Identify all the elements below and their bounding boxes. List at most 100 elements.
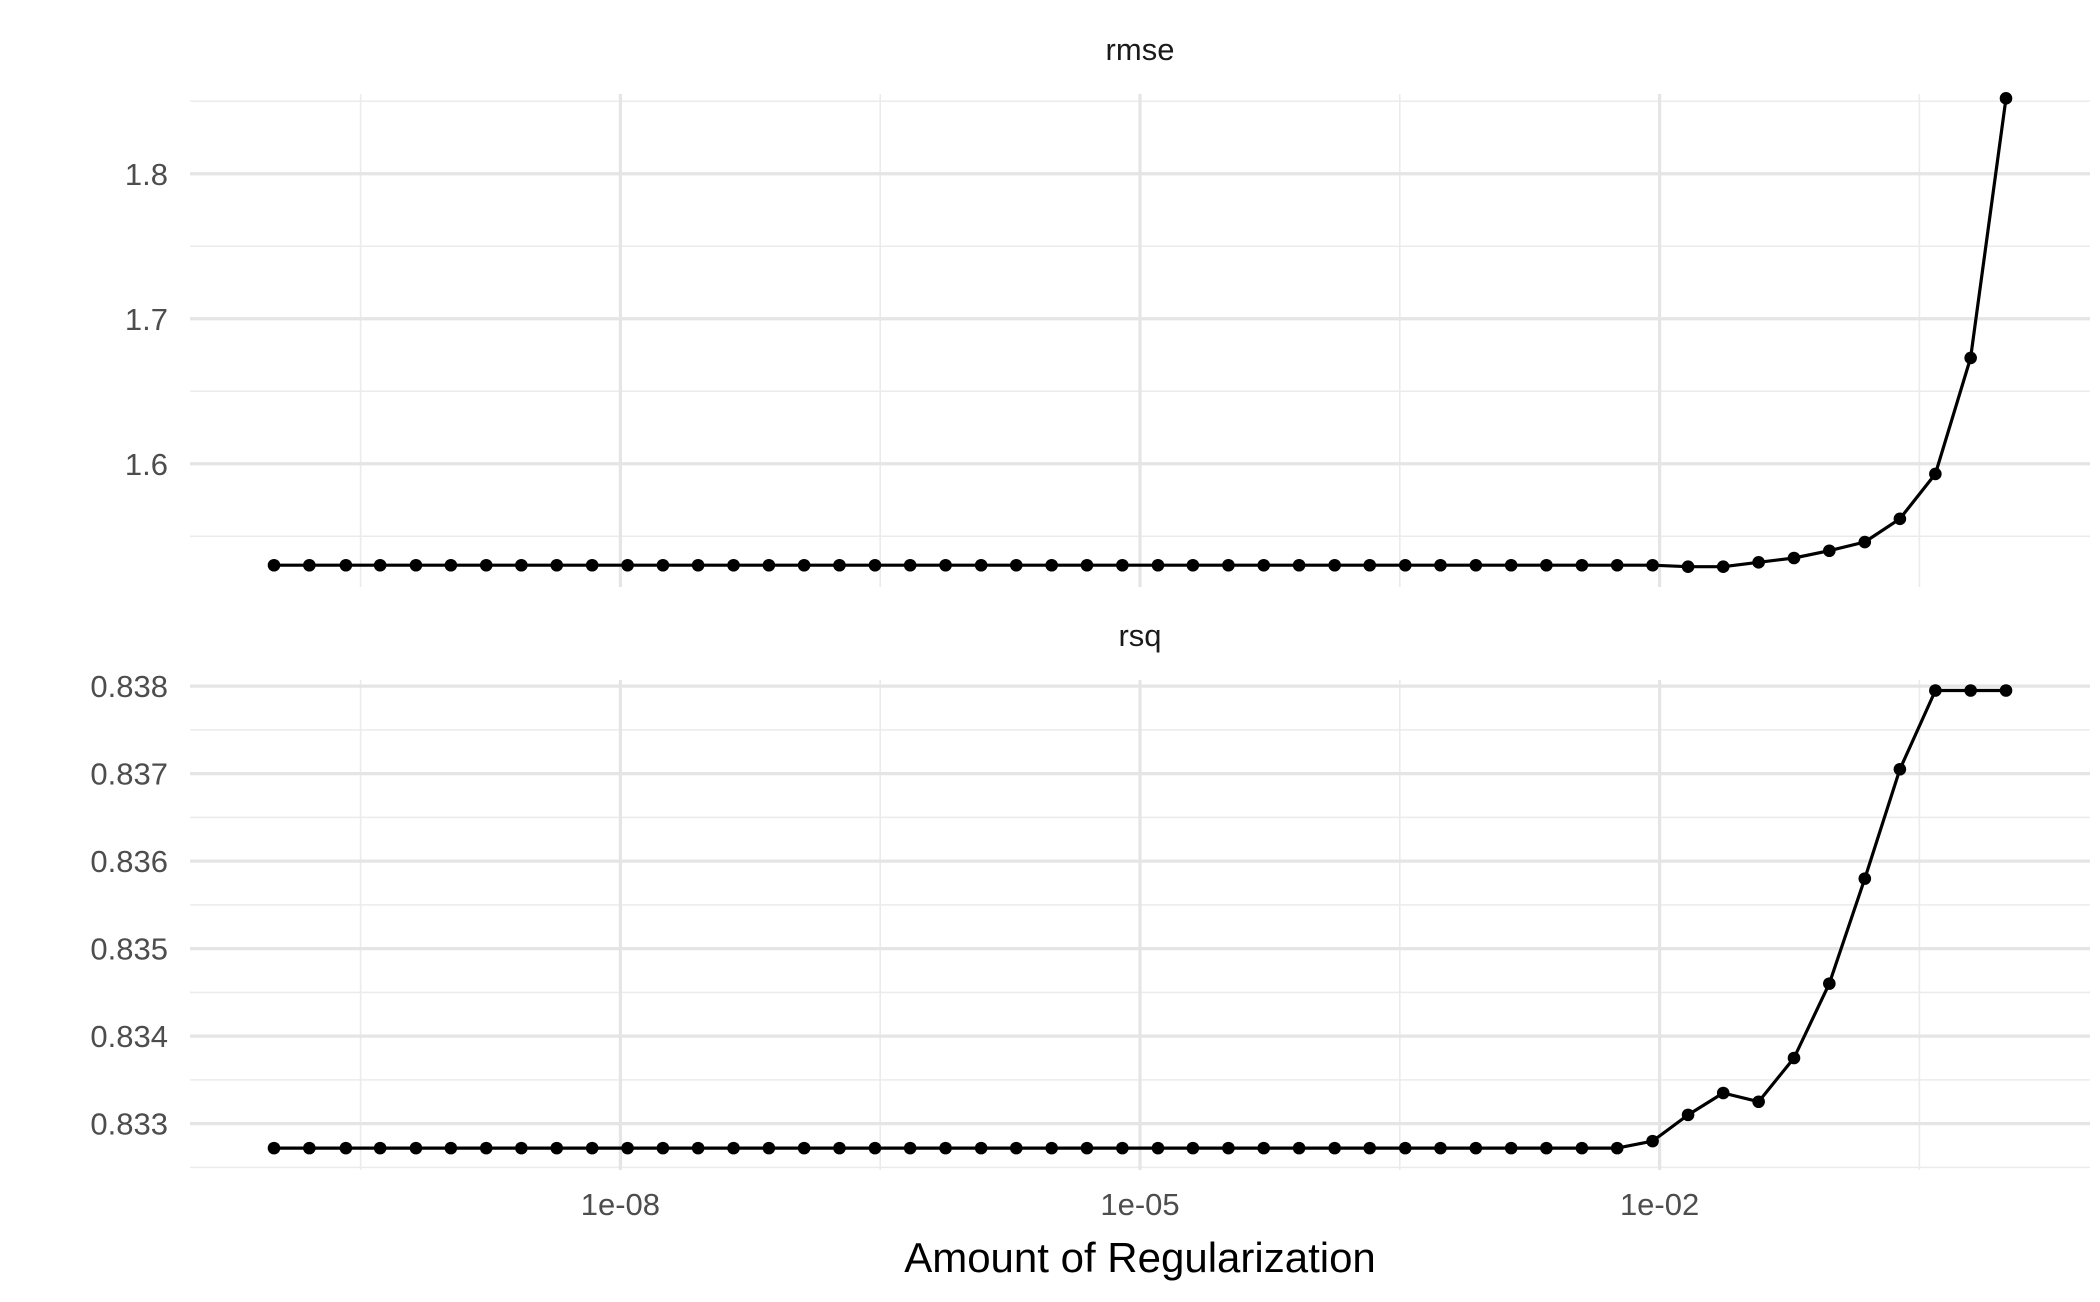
data-point xyxy=(1646,558,1659,572)
data-point xyxy=(1292,1141,1306,1155)
data-point xyxy=(1363,558,1377,572)
data-point xyxy=(1009,558,1023,572)
data-point xyxy=(1610,558,1624,572)
data-point xyxy=(1292,558,1306,572)
data-point xyxy=(1186,558,1200,572)
data-point xyxy=(1080,558,1094,572)
data-point xyxy=(656,558,670,572)
panel-rsq: rsq 0.833 0.834 0.835 0.836 0.837 0.838 1e-08 1e… xyxy=(90,618,2090,1281)
data-point xyxy=(762,1141,776,1155)
data-point xyxy=(444,558,458,572)
data-point xyxy=(1540,1141,1553,1155)
y-tick-label: 0.836 xyxy=(90,844,168,879)
data-point xyxy=(1646,1134,1659,1148)
data-point xyxy=(974,1141,988,1155)
y-tick-label: 0.837 xyxy=(90,757,168,792)
y-tick-label: 1.8 xyxy=(125,157,168,192)
data-point xyxy=(550,1141,564,1155)
data-point xyxy=(585,1141,599,1155)
data-point xyxy=(1469,558,1483,572)
data-point xyxy=(1398,1141,1412,1155)
data-point xyxy=(1045,1141,1058,1155)
data-point xyxy=(1787,551,1801,565)
data-point xyxy=(1787,1051,1801,1065)
y-tick-label: 0.834 xyxy=(90,1019,168,1054)
data-point xyxy=(1823,544,1836,558)
data-point xyxy=(1257,1141,1271,1155)
data-point xyxy=(1363,1141,1377,1155)
data-point xyxy=(1716,1086,1730,1100)
y-tick-label: 0.838 xyxy=(90,669,168,704)
x-axis-title: Amount of Regularization xyxy=(904,1234,1376,1281)
data-point xyxy=(1222,1141,1235,1155)
data-point xyxy=(1752,1095,1765,1109)
data-point xyxy=(762,558,776,572)
x-tick-label: 1e-08 xyxy=(581,1187,660,1222)
data-point xyxy=(1257,558,1271,572)
data-point xyxy=(1540,558,1553,572)
data-point xyxy=(727,1141,740,1155)
data-point xyxy=(1116,558,1129,572)
data-point xyxy=(1434,1141,1447,1155)
data-point xyxy=(691,1141,705,1155)
data-point xyxy=(939,1141,952,1155)
x-tick-label: 1e-02 xyxy=(1620,1187,1699,1222)
data-point xyxy=(833,1141,846,1155)
data-point xyxy=(479,558,493,572)
data-point xyxy=(409,558,423,572)
data-point xyxy=(1823,977,1836,990)
data-point xyxy=(656,1141,670,1155)
data-point xyxy=(1151,1141,1165,1155)
data-point xyxy=(974,558,988,572)
data-point xyxy=(1504,558,1518,572)
data-point xyxy=(1893,762,1907,776)
data-point xyxy=(1504,1141,1518,1155)
data-point xyxy=(903,1141,917,1155)
data-point xyxy=(303,558,316,572)
y-tick-label: 0.835 xyxy=(90,932,168,967)
panel-title: rsq xyxy=(1118,618,1161,653)
data-point xyxy=(727,558,740,572)
data-point xyxy=(1469,1141,1483,1155)
data-point xyxy=(1999,684,2013,697)
data-point xyxy=(303,1141,316,1155)
data-point xyxy=(267,558,281,572)
data-point xyxy=(1999,92,2013,105)
data-point xyxy=(1045,558,1058,572)
data-point xyxy=(1610,1141,1624,1155)
data-point xyxy=(621,1141,634,1155)
data-point xyxy=(1964,684,1977,697)
data-point xyxy=(1009,1141,1023,1155)
data-point xyxy=(1151,558,1165,572)
data-point xyxy=(1752,556,1765,569)
data-point xyxy=(479,1141,493,1155)
data-point xyxy=(833,558,846,572)
panel-rmse: rmse 1.6 1.7 1.8 xyxy=(125,32,2090,587)
data-point xyxy=(1080,1141,1094,1155)
data-point xyxy=(939,558,952,572)
data-point xyxy=(621,558,634,572)
data-point xyxy=(1964,351,1977,365)
panel-title: rmse xyxy=(1106,32,1175,67)
data-point xyxy=(1929,684,1942,697)
data-point xyxy=(1716,560,1730,573)
data-point xyxy=(409,1141,423,1155)
data-point xyxy=(1681,560,1695,573)
data-point xyxy=(1186,1141,1200,1155)
data-point xyxy=(1116,1141,1129,1155)
data-point xyxy=(1929,467,1942,481)
y-tick-label: 0.833 xyxy=(90,1107,168,1142)
data-point xyxy=(1434,558,1447,572)
data-point xyxy=(1328,1141,1341,1155)
data-point xyxy=(444,1141,458,1155)
data-point xyxy=(550,558,564,572)
y-tick-label: 1.6 xyxy=(125,447,168,482)
data-point xyxy=(797,1141,811,1155)
data-point xyxy=(339,558,353,572)
data-point xyxy=(1893,512,1907,526)
data-point xyxy=(797,558,811,572)
data-point xyxy=(373,558,387,572)
data-point xyxy=(515,1141,528,1155)
